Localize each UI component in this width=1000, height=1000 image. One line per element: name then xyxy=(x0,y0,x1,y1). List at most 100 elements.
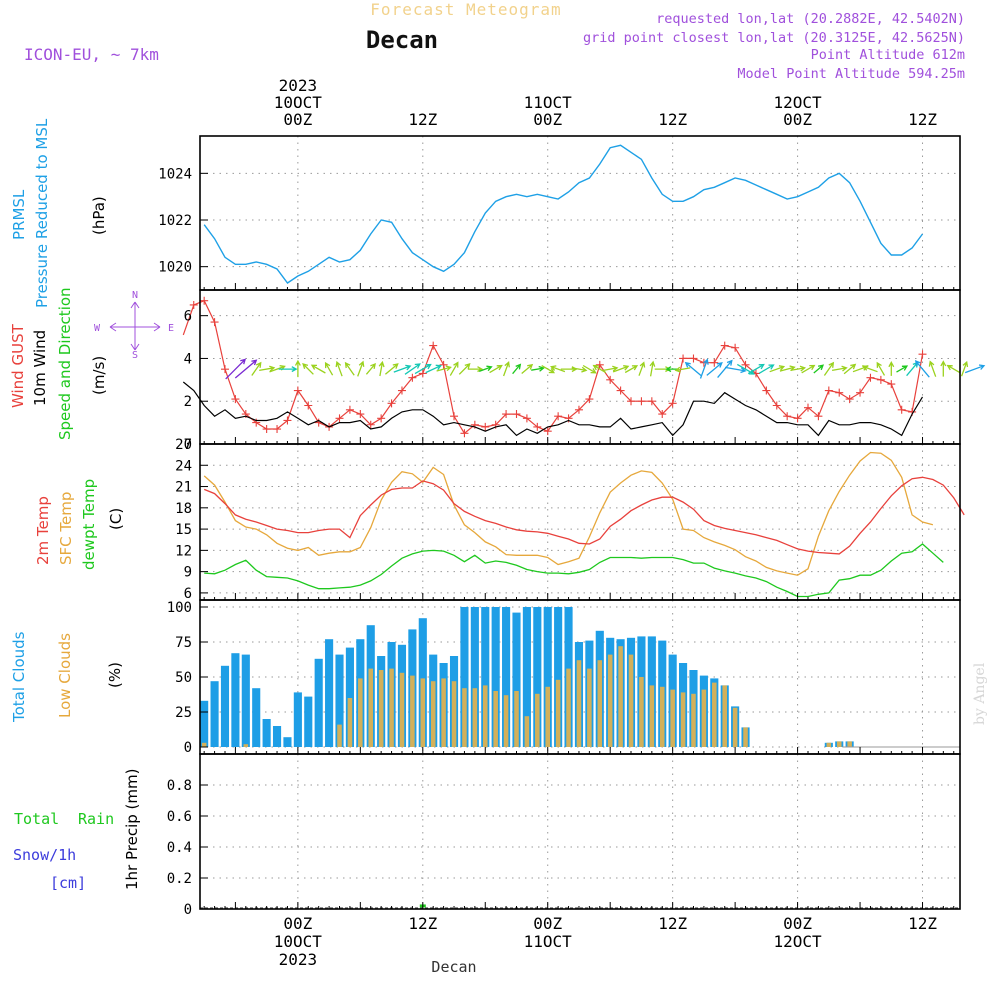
wind-arrow-icon xyxy=(724,366,747,374)
low-cloud-bar xyxy=(524,716,530,747)
wind-arrow-icon xyxy=(384,363,399,375)
ytick-label-2: 6 xyxy=(184,586,192,602)
low-cloud-bar xyxy=(576,660,582,747)
gust-marker xyxy=(668,399,677,408)
panel-frame-5 xyxy=(199,753,961,910)
gust-marker xyxy=(762,386,771,395)
top-time-label: 00Z xyxy=(283,110,312,129)
gust-marker xyxy=(918,350,927,359)
wind-arrow-icon xyxy=(393,364,412,373)
wind-arrow-icon xyxy=(831,365,848,372)
gust-marker xyxy=(408,373,417,382)
total-cloud-bar xyxy=(231,653,240,747)
low-cloud-bar xyxy=(243,744,249,747)
wind-arrow-icon xyxy=(324,361,334,376)
gust-marker xyxy=(450,412,459,421)
low-cloud-bar xyxy=(649,685,655,747)
total-cloud-bar xyxy=(554,607,563,747)
gust-marker xyxy=(845,395,854,404)
wind-arrow-icon xyxy=(357,360,365,377)
wind-arrow-icon xyxy=(813,364,825,374)
ytick-label-4: 0 xyxy=(184,902,192,918)
total-cloud-bar xyxy=(314,658,323,747)
bottom-time-label: 00Z xyxy=(533,914,562,933)
wind-arrow-icon xyxy=(259,365,276,372)
ytick-label-4: 0.6 xyxy=(167,809,192,825)
model-altitude: Model Point Altitude 594.25m xyxy=(737,66,965,82)
gust-marker xyxy=(554,412,563,421)
low-cloud-bar xyxy=(712,682,717,747)
gust-marker xyxy=(512,410,521,419)
wind-arrow-icon xyxy=(489,364,503,374)
p4-label-low: Low Clouds xyxy=(56,633,74,718)
model-label: ICON-EU, ~ 7km xyxy=(24,45,159,64)
gust-marker xyxy=(835,388,844,397)
wind-arrow-icon xyxy=(294,359,301,378)
low-cloud-bar xyxy=(732,707,738,747)
wind-arrow-icon xyxy=(603,365,619,372)
ytick-label-1: 6 xyxy=(184,309,192,325)
wind-arrow-icon xyxy=(478,365,493,373)
wind-arrow-icon xyxy=(531,365,545,372)
total-cloud-bar xyxy=(460,607,469,747)
low-cloud-bar xyxy=(722,685,727,747)
temp-2m-line xyxy=(203,476,965,555)
ytick-label-3: 25 xyxy=(175,705,192,721)
wind-arrow-icon xyxy=(365,362,376,375)
low-cloud-bar xyxy=(420,678,426,747)
low-cloud-bar xyxy=(680,692,686,747)
gust-line xyxy=(182,299,924,435)
wind-arrow-icon xyxy=(801,364,816,374)
low-cloud-bar xyxy=(743,727,748,747)
ytick-label-4: 0.8 xyxy=(167,778,192,794)
total-cloud-bar xyxy=(502,607,511,747)
wind-arrow-icon xyxy=(592,364,607,374)
gust-marker xyxy=(637,397,646,406)
p5-label-snow: Snow/1h xyxy=(13,846,76,864)
gust-marker xyxy=(189,300,198,309)
gust-marker xyxy=(876,375,885,384)
gust-marker xyxy=(273,425,282,434)
gust-marker xyxy=(856,388,865,397)
wind-arrow-icon xyxy=(758,364,775,374)
wind-arrow-icon xyxy=(582,364,597,374)
watermark: by Angel xyxy=(972,662,988,725)
total-cloud-bar xyxy=(512,612,521,747)
wind-arrow-icon xyxy=(862,365,878,373)
low-cloud-bar xyxy=(514,691,519,747)
gust-marker xyxy=(387,399,396,408)
total-cloud-bar xyxy=(241,654,250,747)
grid-layer xyxy=(200,136,960,910)
wind-arrow-icon xyxy=(876,361,886,376)
low-cloud-bar xyxy=(503,695,509,747)
panel-frames xyxy=(199,135,961,910)
gust-marker xyxy=(533,422,542,431)
p5-label-rain: Rain xyxy=(78,810,114,828)
low-cloud-bar xyxy=(691,693,696,747)
gust-marker xyxy=(220,365,229,374)
compass-e: E xyxy=(168,323,174,334)
gust-marker xyxy=(658,410,667,419)
total-cloud-bar xyxy=(210,681,219,747)
low-cloud-bar xyxy=(607,654,613,747)
low-cloud-bar xyxy=(472,688,478,747)
sfc-temp-line xyxy=(203,451,934,576)
total-cloud-bar xyxy=(220,665,230,747)
gust-marker xyxy=(231,395,240,404)
low-cloud-bar xyxy=(836,741,842,747)
low-cloud-bar xyxy=(337,724,342,747)
low-cloud-bar xyxy=(826,742,832,747)
total-cloud-bar xyxy=(293,692,302,747)
top-time-label: 00Z xyxy=(533,110,562,129)
wind-arrow-icon xyxy=(649,360,656,377)
wind-arrow-icon xyxy=(571,366,588,373)
wind-arrow-icon xyxy=(940,360,947,377)
total-cloud-bar xyxy=(470,607,479,747)
ytick-label-2: 18 xyxy=(175,501,192,517)
gust-marker xyxy=(731,343,740,352)
wind-arrow-icon xyxy=(225,358,247,380)
low-cloud-bar xyxy=(441,678,446,747)
low-cloud-bar xyxy=(847,741,852,747)
gust-marker xyxy=(418,369,427,378)
ytick-label-2: 9 xyxy=(184,565,192,581)
